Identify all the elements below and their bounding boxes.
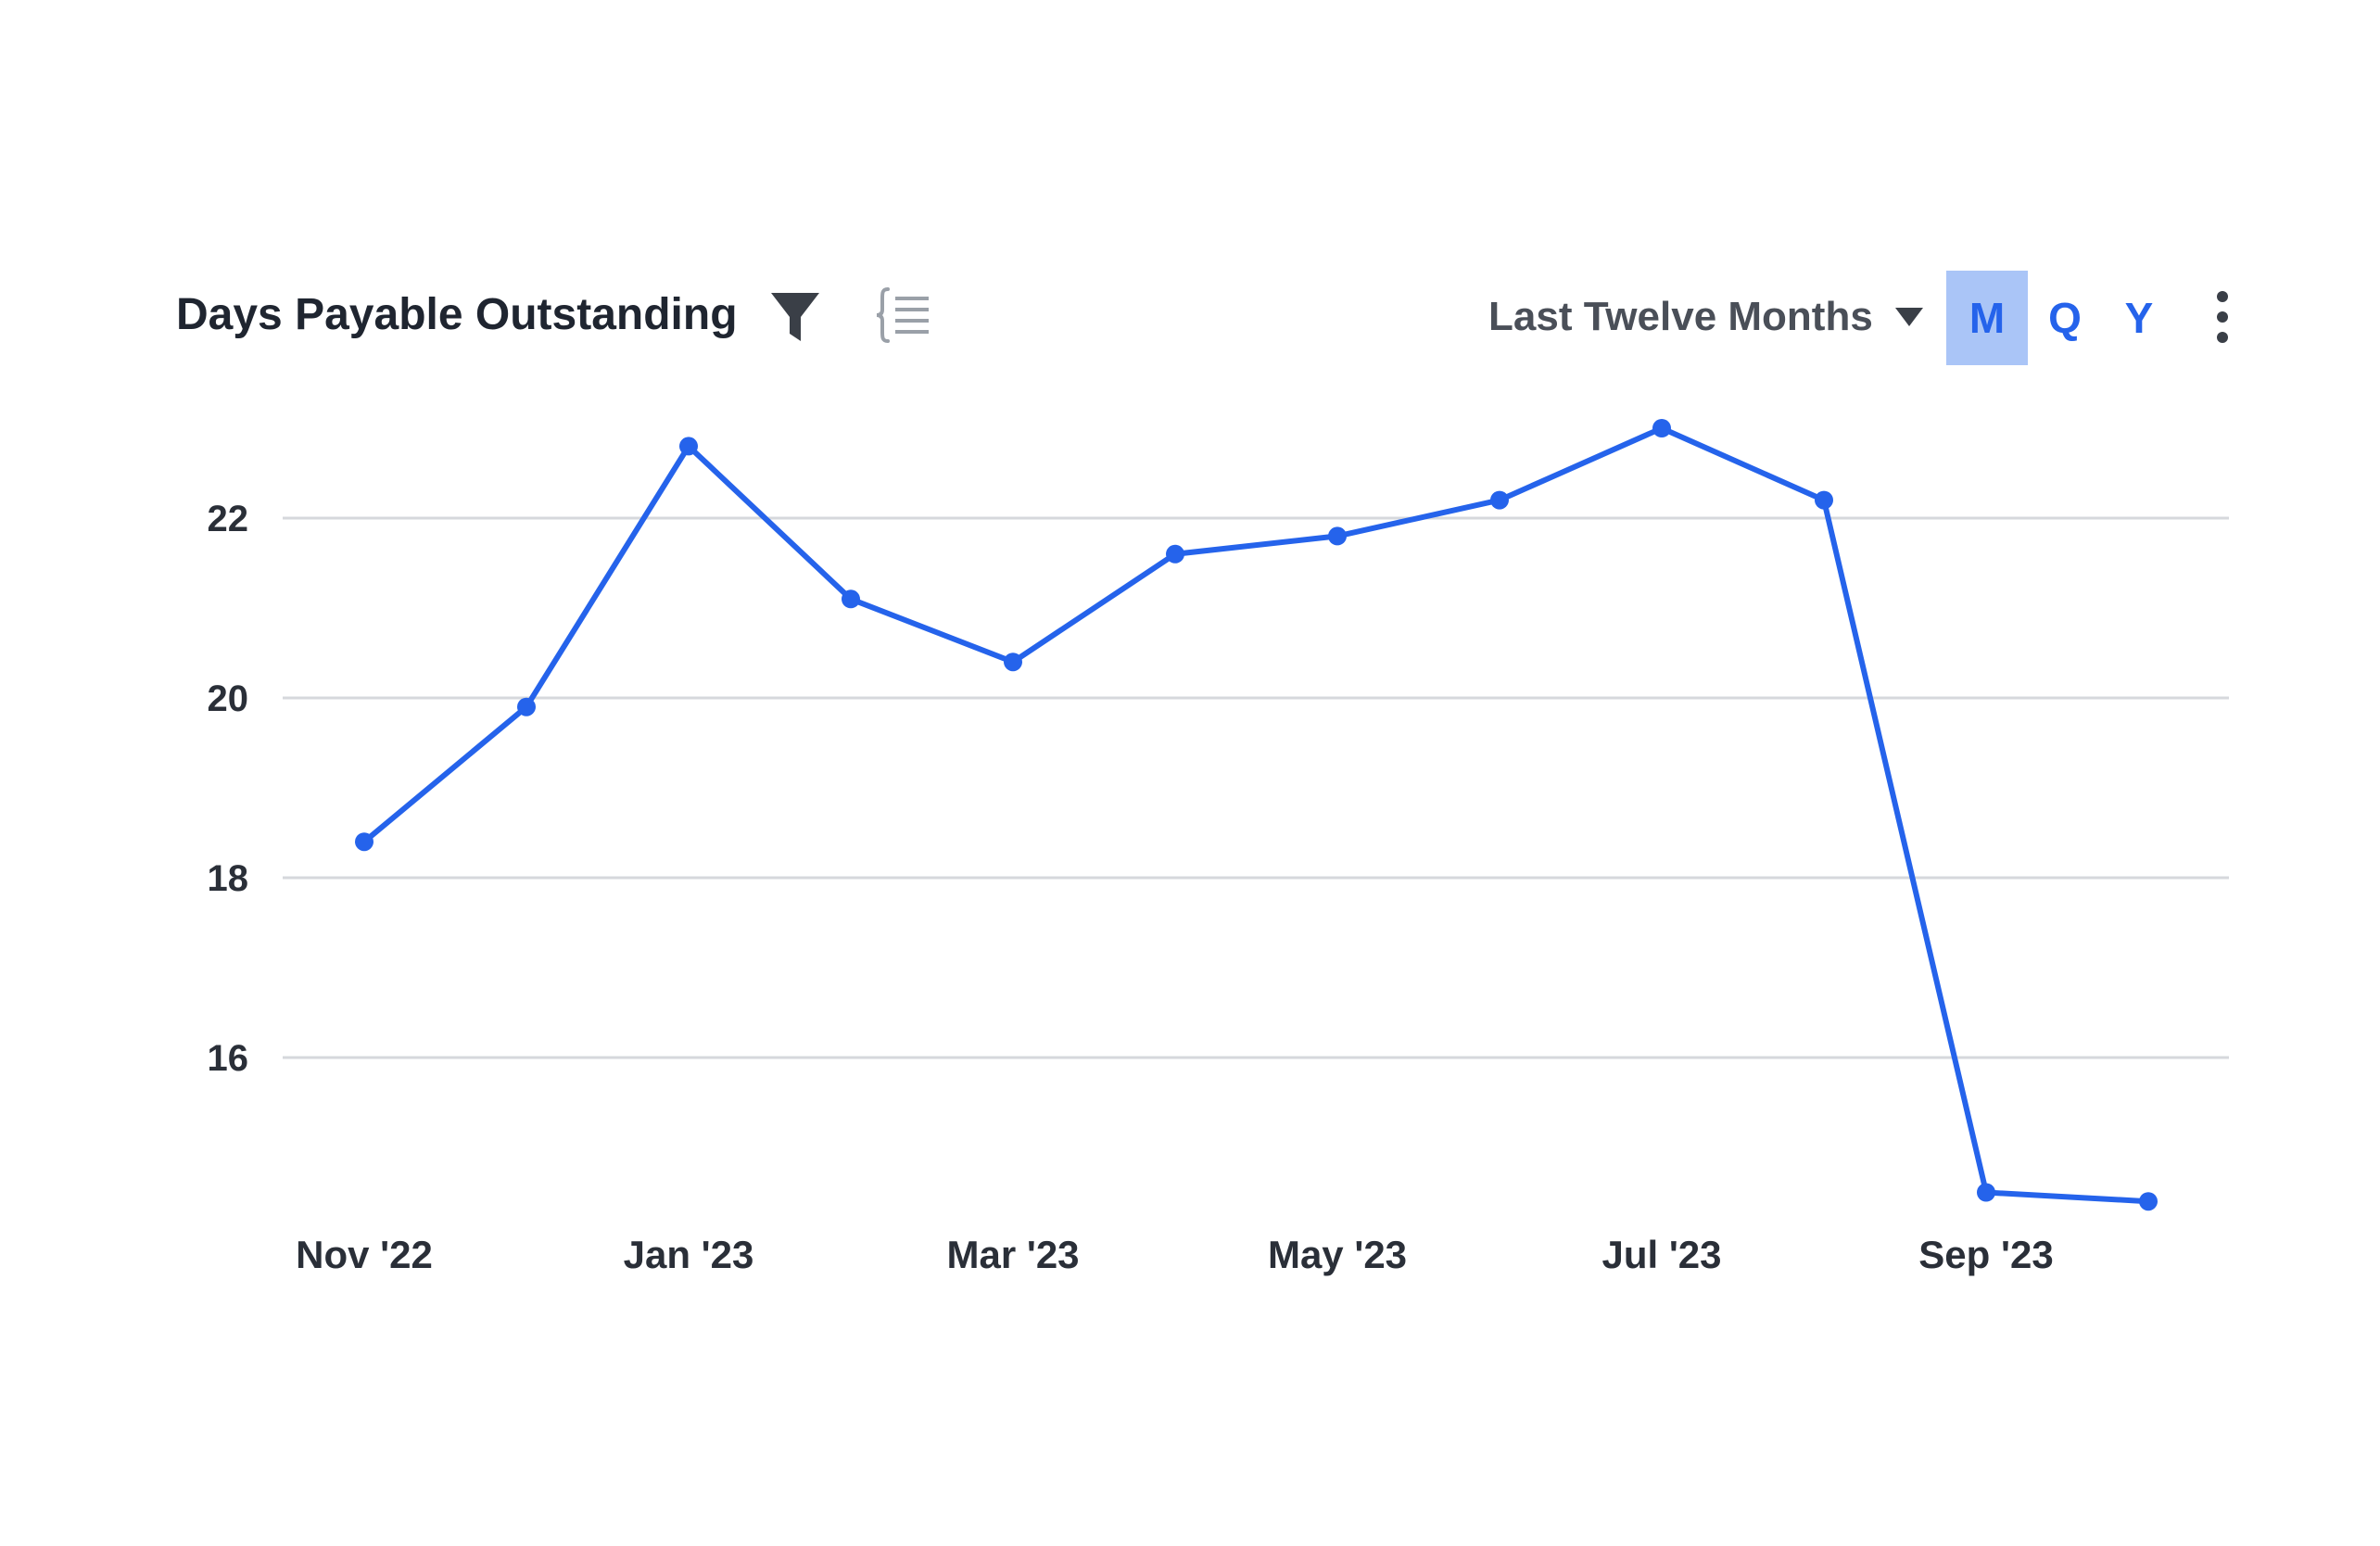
data-point[interactable] xyxy=(1815,490,1833,510)
period-year-button[interactable]: Y xyxy=(2124,294,2154,342)
filter-icon[interactable] xyxy=(767,289,823,345)
data-points xyxy=(355,419,2158,1211)
x-tick-label: Nov '22 xyxy=(296,1233,433,1276)
chart-header: Days Payable Outstanding Last Twelve Mon… xyxy=(0,0,2380,389)
y-tick-label: 20 xyxy=(208,678,249,719)
period-quarter-button[interactable]: Q xyxy=(2048,294,2082,342)
data-point[interactable] xyxy=(355,832,373,852)
x-tick-label: Mar '23 xyxy=(946,1233,1079,1276)
y-tick-label: 16 xyxy=(208,1038,249,1079)
x-tick-label: Jan '23 xyxy=(624,1233,754,1276)
gridlines xyxy=(283,516,2229,1059)
period-month-button[interactable]: M xyxy=(1946,271,2028,365)
y-tick-label: 22 xyxy=(208,499,249,539)
x-tick-label: Jul '23 xyxy=(1601,1233,1721,1276)
data-list-icon[interactable] xyxy=(875,284,934,347)
x-tick-label: May '23 xyxy=(1268,1233,1407,1276)
date-range-dropdown[interactable]: Last Twelve Months xyxy=(1488,289,1923,345)
series-line xyxy=(361,425,2151,1205)
y-tick-label: 18 xyxy=(208,858,249,899)
date-range-label: Last Twelve Months xyxy=(1488,294,1873,339)
data-point[interactable] xyxy=(2139,1192,2158,1211)
data-point[interactable] xyxy=(1652,419,1671,437)
data-point[interactable] xyxy=(1490,490,1509,510)
x-axis-ticks: Nov '22 Jan '23 Mar '23 May '23 Jul '23 Sep '… xyxy=(296,1233,2054,1276)
data-point[interactable] xyxy=(517,697,536,716)
data-point[interactable] xyxy=(1328,526,1347,546)
data-point[interactable] xyxy=(1004,653,1022,672)
y-axis-ticks: 16 18 20 22 xyxy=(208,499,249,1079)
more-options-icon[interactable] xyxy=(2204,289,2241,345)
caret-down-icon xyxy=(1894,308,1923,326)
data-point[interactable] xyxy=(1977,1183,1995,1202)
data-point[interactable] xyxy=(1166,544,1184,564)
chart-title: Days Payable Outstanding xyxy=(176,290,738,339)
x-tick-label: Sep '23 xyxy=(1918,1233,2053,1276)
data-point[interactable] xyxy=(679,437,698,456)
data-point[interactable] xyxy=(842,589,860,609)
